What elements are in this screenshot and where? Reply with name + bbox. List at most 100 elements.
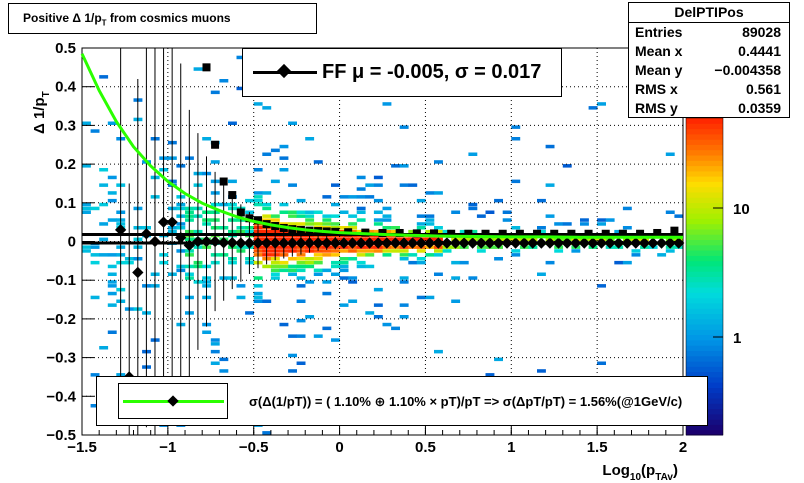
heatmap-cell [288,222,297,226]
diamond-point [518,237,530,249]
heatmap-cell [382,229,392,234]
heatmap-cell [82,121,91,125]
diamond-point [561,237,573,249]
heatmap-cell [365,183,375,187]
heatmap-cell [373,222,383,226]
heatmap-cell [494,257,503,261]
heatmap-cell [322,291,332,296]
heatmap-cell [288,214,297,218]
heatmap-cell [348,214,358,218]
heatmap-cell [408,183,418,187]
heatmap-cell [279,156,289,160]
heatmap-cell [90,253,100,257]
heatmap-cell [373,198,383,203]
colorbar-frame [685,117,724,436]
heatmap-cell [107,264,117,269]
heatmap-cell [382,249,392,253]
heatmap-cell [279,264,289,269]
heatmap-cell [107,291,117,296]
heatmap-cell [434,272,443,276]
heatmap-cell [537,369,546,373]
heatmap-cell [210,361,220,365]
heatmap-cell [253,102,263,106]
heatmap-cell [348,280,358,284]
heatmap-cell [399,276,409,280]
heatmap-cell [305,222,315,226]
heatmap-cell [597,284,606,288]
colorbar-segment [686,339,723,346]
heatmap-cell [253,295,263,300]
colorbar-segment [686,123,723,130]
heatmap-cell [391,249,400,253]
heatmap-cell [99,346,109,350]
heatmap-cell [356,187,366,191]
colorbar-segment [686,218,723,225]
legend-diamond-marker [167,395,179,407]
heatmap-cell [305,280,315,284]
square-point [254,216,263,225]
heatmap-cell [365,249,375,253]
heatmap-cell [253,168,263,172]
diamond-point [398,237,410,249]
diamond-point [346,237,359,249]
diamond-point [338,237,350,249]
diamond-point [295,237,307,249]
heatmap-cell [674,214,684,218]
heatmap-cell [262,152,272,156]
heatmap-cell [485,210,495,214]
diamond-point [381,237,393,249]
diamond-point [475,237,487,249]
heatmap-cell [296,299,306,303]
heatmap-cell [373,303,383,307]
diamond-point [200,235,213,248]
y-tick-label: −0.4 [46,388,76,405]
heatmap-cell [399,183,409,187]
diamond-point [527,237,539,249]
heatmap-cell [236,295,246,300]
y-tick-label: 0.3 [55,117,76,134]
heatmap-cell [494,198,503,203]
diamond-point [638,237,651,249]
heatmap-cell [107,191,117,195]
square-point [412,229,421,238]
heatmap-cell [262,214,272,218]
heatmap-cell [348,249,358,253]
heatmap-cell [382,226,392,230]
heatmap-cell [288,353,297,358]
diamond-point [278,237,290,249]
colorbar-segment [686,176,723,182]
colorbar-segment [686,186,723,193]
heatmap-cell [288,268,297,273]
heatmap-cell [262,299,272,303]
heatmap-cell [511,179,521,184]
heatmap-cell [305,218,315,222]
heatmap-cell [99,183,109,187]
heatmap-cell [339,276,349,280]
heatmap-cell [236,55,246,60]
heatmap-cell [425,295,435,300]
heatmap-cell [468,202,478,207]
heatmap-cell [554,222,564,226]
heatmap-cell [99,202,109,207]
heatmap-cell [468,152,478,156]
heatmap-cell [339,264,349,269]
heatmap-cell [373,315,383,319]
heatmap-cell [434,191,443,195]
heatmap-cell [331,253,340,257]
stats-row-mean-y: Mean y −0.004358 [635,62,781,78]
heatmap-cell [468,229,478,234]
diamond-point [355,237,367,249]
diamond-point [612,237,625,249]
colorbar-segment [686,292,723,299]
chart-title: Positive Δ 1/pT from cosmics muons [8,3,317,34]
heatmap-cell [296,260,306,265]
heatmap-cell [502,210,512,214]
fit-legend-text: FF μ = -0.005, σ = 0.017 [322,61,542,83]
heatmap-cell [279,260,289,265]
heatmap-cell [279,222,289,226]
heatmap-cell [665,210,675,214]
heatmap-cell [270,148,280,153]
heatmap-cell [279,202,289,207]
y-tick-label: 0 [68,234,76,251]
y-tick-label: −0.5 [46,427,76,444]
